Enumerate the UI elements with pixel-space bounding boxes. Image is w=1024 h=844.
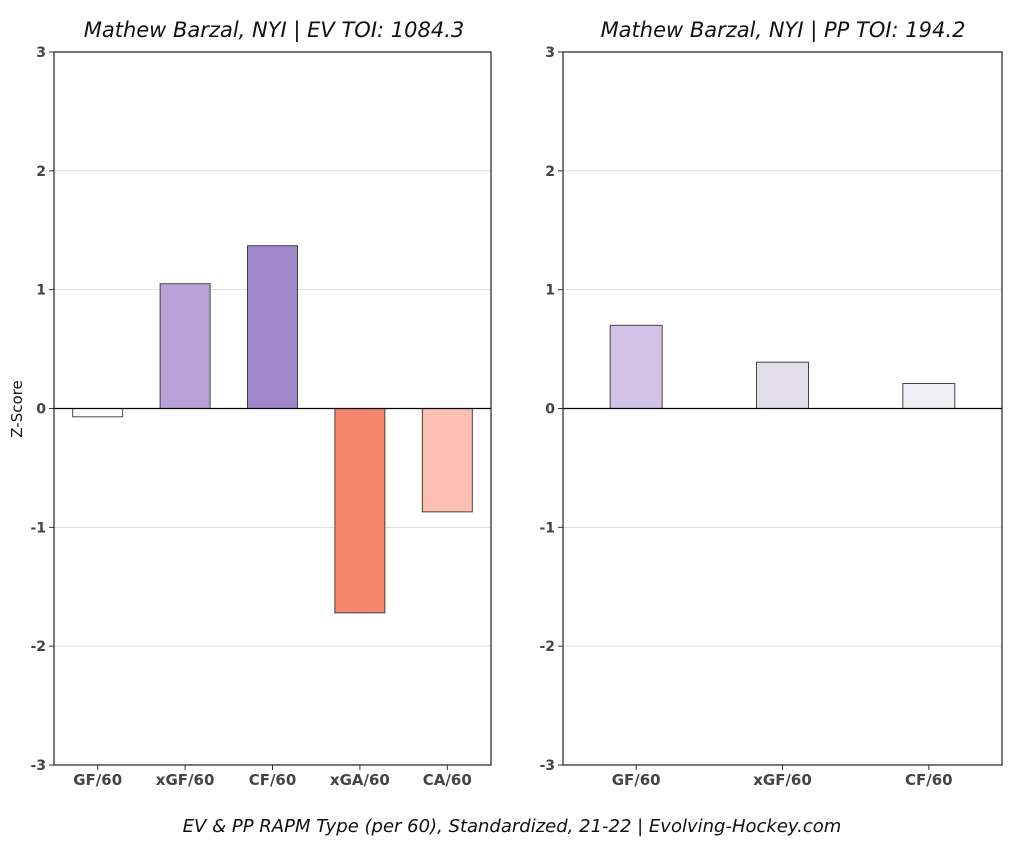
ev-ytick-label: -3 bbox=[30, 758, 46, 774]
ev-bar-ca-per-60 bbox=[421, 408, 473, 513]
ev-ytick-label: 2 bbox=[36, 164, 46, 180]
y-axis-label: Z-Score bbox=[8, 380, 26, 437]
pp-ytick-label: 1 bbox=[545, 283, 555, 299]
right-chart-title: Mathew Barzal, NYI | PP TOI: 194.2 bbox=[601, 18, 966, 43]
pp-ytick-label: 2 bbox=[545, 164, 555, 180]
pp-bar-gf-per-60 bbox=[609, 324, 663, 409]
pp-rapm-chart: -3 -2 -1 0 1 2 3 GF/60 xGF/60 CF/60 bbox=[539, 45, 1003, 789]
pp-ytick-label: -1 bbox=[539, 520, 555, 536]
ev-bar-xga-per-60 bbox=[334, 408, 386, 614]
left-chart-title: Mathew Barzal, NYI | EV TOI: 1084.3 bbox=[84, 18, 465, 43]
pp-xtick-label: GF/60 bbox=[612, 771, 661, 789]
ev-rapm-chart: -3 -2 -1 0 1 2 3 GF/60 xGF/60 CF/60 xGA/60 CA/60 bbox=[30, 45, 492, 789]
pp-ytick-label: -3 bbox=[539, 758, 555, 774]
ev-ytick-label: 3 bbox=[36, 45, 46, 61]
pp-plot-frame bbox=[562, 51, 1003, 766]
ev-ytick-label: 1 bbox=[36, 283, 46, 299]
ev-xtick-label: CA/60 bbox=[423, 771, 472, 789]
ev-xtick-label: CF/60 bbox=[249, 771, 297, 789]
ev-ytick-label: 0 bbox=[36, 402, 46, 418]
pp-ytick-label: 0 bbox=[545, 402, 555, 418]
ev-xtick-label: xGF/60 bbox=[156, 771, 215, 789]
pp-xtick-label: xGF/60 bbox=[753, 771, 812, 789]
ev-xtick-label: xGA/60 bbox=[330, 771, 390, 789]
pp-ytick-label: 3 bbox=[545, 45, 555, 61]
ev-xtick-label: GF/60 bbox=[73, 771, 122, 789]
pp-bar-xgf-per-60 bbox=[756, 361, 809, 409]
pp-bar-cf-per-60 bbox=[902, 383, 956, 409]
ev-ytick-label: -2 bbox=[30, 639, 46, 655]
ev-ytick-label: -1 bbox=[30, 520, 46, 536]
ev-bar-xgf-per-60 bbox=[159, 283, 211, 409]
ev-bar-cf-per-60 bbox=[247, 245, 298, 409]
chart-footer: EV & PP RAPM Type (per 60), Standardized… bbox=[183, 816, 842, 837]
pp-ytick-label: -2 bbox=[539, 639, 555, 655]
ev-bar-gf-per-60 bbox=[72, 408, 124, 418]
pp-xtick-label: CF/60 bbox=[905, 771, 953, 789]
ev-plot-frame bbox=[53, 51, 492, 766]
